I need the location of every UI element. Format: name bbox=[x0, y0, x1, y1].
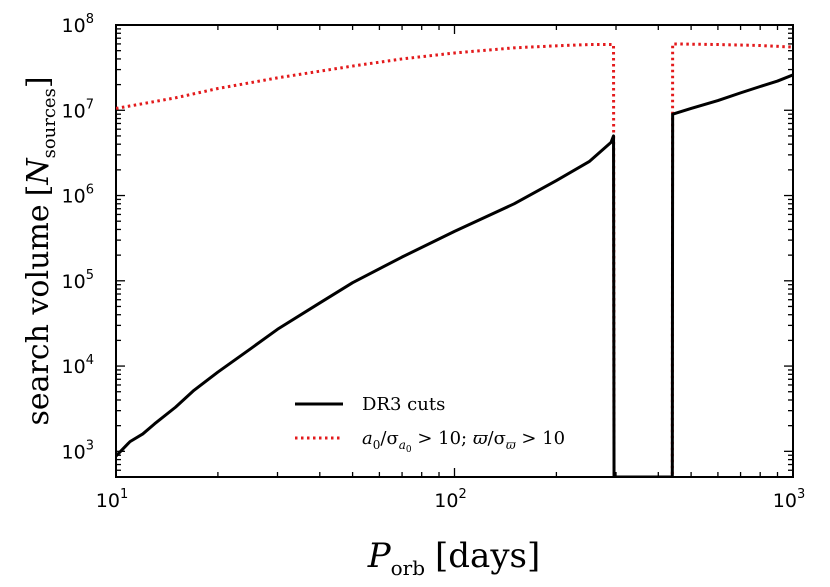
y-tick-labels: 103 104 105 106 107 108 bbox=[62, 12, 94, 463]
series-layer bbox=[116, 42, 793, 477]
y-tick-label: 106 bbox=[62, 183, 94, 208]
x-tick-labels: 101 102 103 bbox=[96, 487, 805, 512]
x-tick-label: 103 bbox=[773, 487, 805, 512]
legend-label-snr: a0/σa0 > 10; ϖ/σϖ > 10 bbox=[362, 428, 565, 455]
x-tick-label: 102 bbox=[434, 487, 466, 512]
y-tick-label: 108 bbox=[62, 12, 94, 37]
legend-label-dr3: DR3 cuts bbox=[362, 394, 445, 415]
series-line-snr-cuts bbox=[116, 42, 793, 477]
y-axis-label: search volume[Nsources] bbox=[21, 76, 60, 425]
x-tick-label: 101 bbox=[96, 487, 128, 512]
y-tick-label: 107 bbox=[62, 97, 94, 122]
plot-area-frame bbox=[115, 24, 794, 478]
legend: DR3 cuts a0/σa0 > 10; ϖ/σϖ > 10 bbox=[295, 394, 565, 455]
series-line-dr3-cuts bbox=[116, 73, 793, 477]
y-tick-label: 103 bbox=[62, 438, 94, 463]
axis-ticks bbox=[115, 24, 793, 478]
x-axis-label: Porb [days] bbox=[367, 536, 541, 580]
y-tick-label: 105 bbox=[62, 268, 94, 293]
y-tick-label: 104 bbox=[62, 353, 94, 378]
